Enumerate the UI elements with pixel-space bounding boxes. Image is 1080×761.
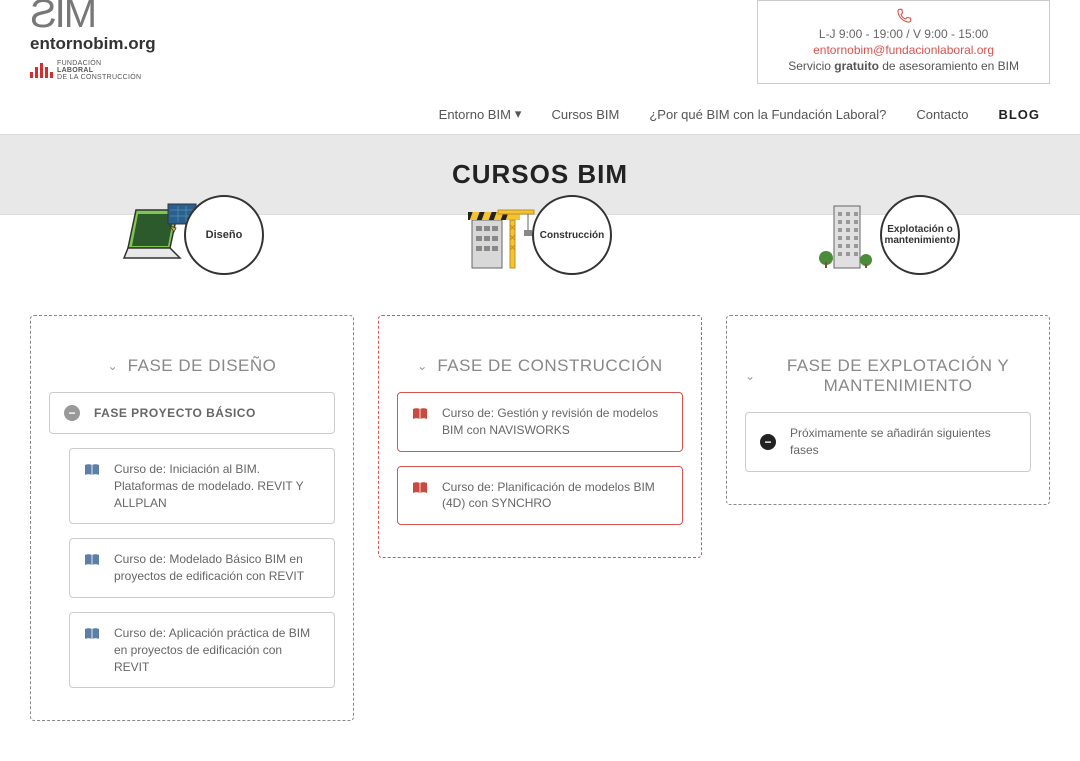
collapse-icon: − [760, 434, 776, 450]
phase-design-label: Diseño [184, 195, 264, 275]
book-icon [84, 627, 100, 641]
contact-info-box: L-J 9:00 - 19:00 / V 9:00 - 15:00 entorn… [757, 0, 1050, 84]
phone-icon [895, 7, 913, 25]
main-nav: Entorno BIM ▾ Cursos BIM ¿Por qué BIM co… [0, 94, 1080, 134]
phase-maintenance-label: Explotación o mantenimiento [880, 195, 960, 275]
logo-mark: ƧIM [30, 0, 156, 28]
chevron-down-icon[interactable]: ⌄ [417, 359, 427, 373]
chevron-down-icon[interactable]: ⌄ [745, 369, 755, 383]
course-item[interactable]: Curso de: Gestión y revisión de modelos … [397, 392, 683, 452]
book-icon [412, 481, 428, 495]
logo-url: entornobim.org [30, 34, 156, 54]
chevron-down-icon[interactable]: ⌄ [108, 359, 118, 373]
nav-porque-bim[interactable]: ¿Por qué BIM con la Fundación Laboral? [649, 106, 886, 122]
phase-construction: Construcción ⌄ FASE DE CONSTRUCCIÓN Curs… [378, 255, 702, 558]
subphase-proyecto-basico[interactable]: − FASE PROYECTO BÁSICO [49, 392, 335, 434]
maintenance-notice[interactable]: − Próximamente se añadirán siguientes fa… [745, 412, 1031, 472]
course-item[interactable]: Curso de: Modelado Básico BIM en proyect… [69, 538, 335, 598]
contact-hours: L-J 9:00 - 19:00 / V 9:00 - 15:00 [788, 27, 1019, 41]
book-icon [412, 407, 428, 421]
phase-construction-title: FASE DE CONSTRUCCIÓN [437, 356, 662, 376]
nav-blog[interactable]: BLOG [998, 106, 1040, 122]
phase-construction-label: Construcción [532, 195, 612, 275]
site-logo[interactable]: ƧIM entornobim.org FUNDACIÓN LABORAL DE … [30, 0, 156, 81]
phase-maintenance: Explotación o mantenimiento ⌄ FASE DE EX… [726, 255, 1050, 505]
nav-contacto[interactable]: Contacto [916, 106, 968, 122]
phase-maintenance-title: FASE DE EXPLOTACIÓN Y MANTENIMIENTO [765, 356, 1031, 396]
book-icon [84, 553, 100, 567]
nav-cursos-bim[interactable]: Cursos BIM [551, 106, 619, 122]
phase-design-title: FASE DE DISEÑO [128, 356, 277, 376]
course-item[interactable]: Curso de: Planificación de modelos BIM (… [397, 466, 683, 526]
book-icon [84, 463, 100, 477]
phase-design: Diseño ⌄ FASE DE DISEÑO − FASE PROYECTO … [30, 255, 354, 721]
collapse-icon: − [64, 405, 80, 421]
chevron-down-icon: ▾ [515, 106, 522, 122]
course-item[interactable]: Curso de: Aplicación práctica de BIM en … [69, 612, 335, 688]
page-title: CURSOS BIM [0, 159, 1080, 190]
course-item[interactable]: Curso de: Iniciación al BIM. Plataformas… [69, 448, 335, 524]
nav-entorno-bim[interactable]: Entorno BIM ▾ [439, 106, 522, 122]
logo-foundation: FUNDACIÓN LABORAL DE LA CONSTRUCCIÓN [30, 60, 156, 81]
contact-email[interactable]: entornobim@fundacionlaboral.org [788, 43, 1019, 57]
contact-service: Servicio gratuito de asesoramiento en BI… [788, 59, 1019, 73]
